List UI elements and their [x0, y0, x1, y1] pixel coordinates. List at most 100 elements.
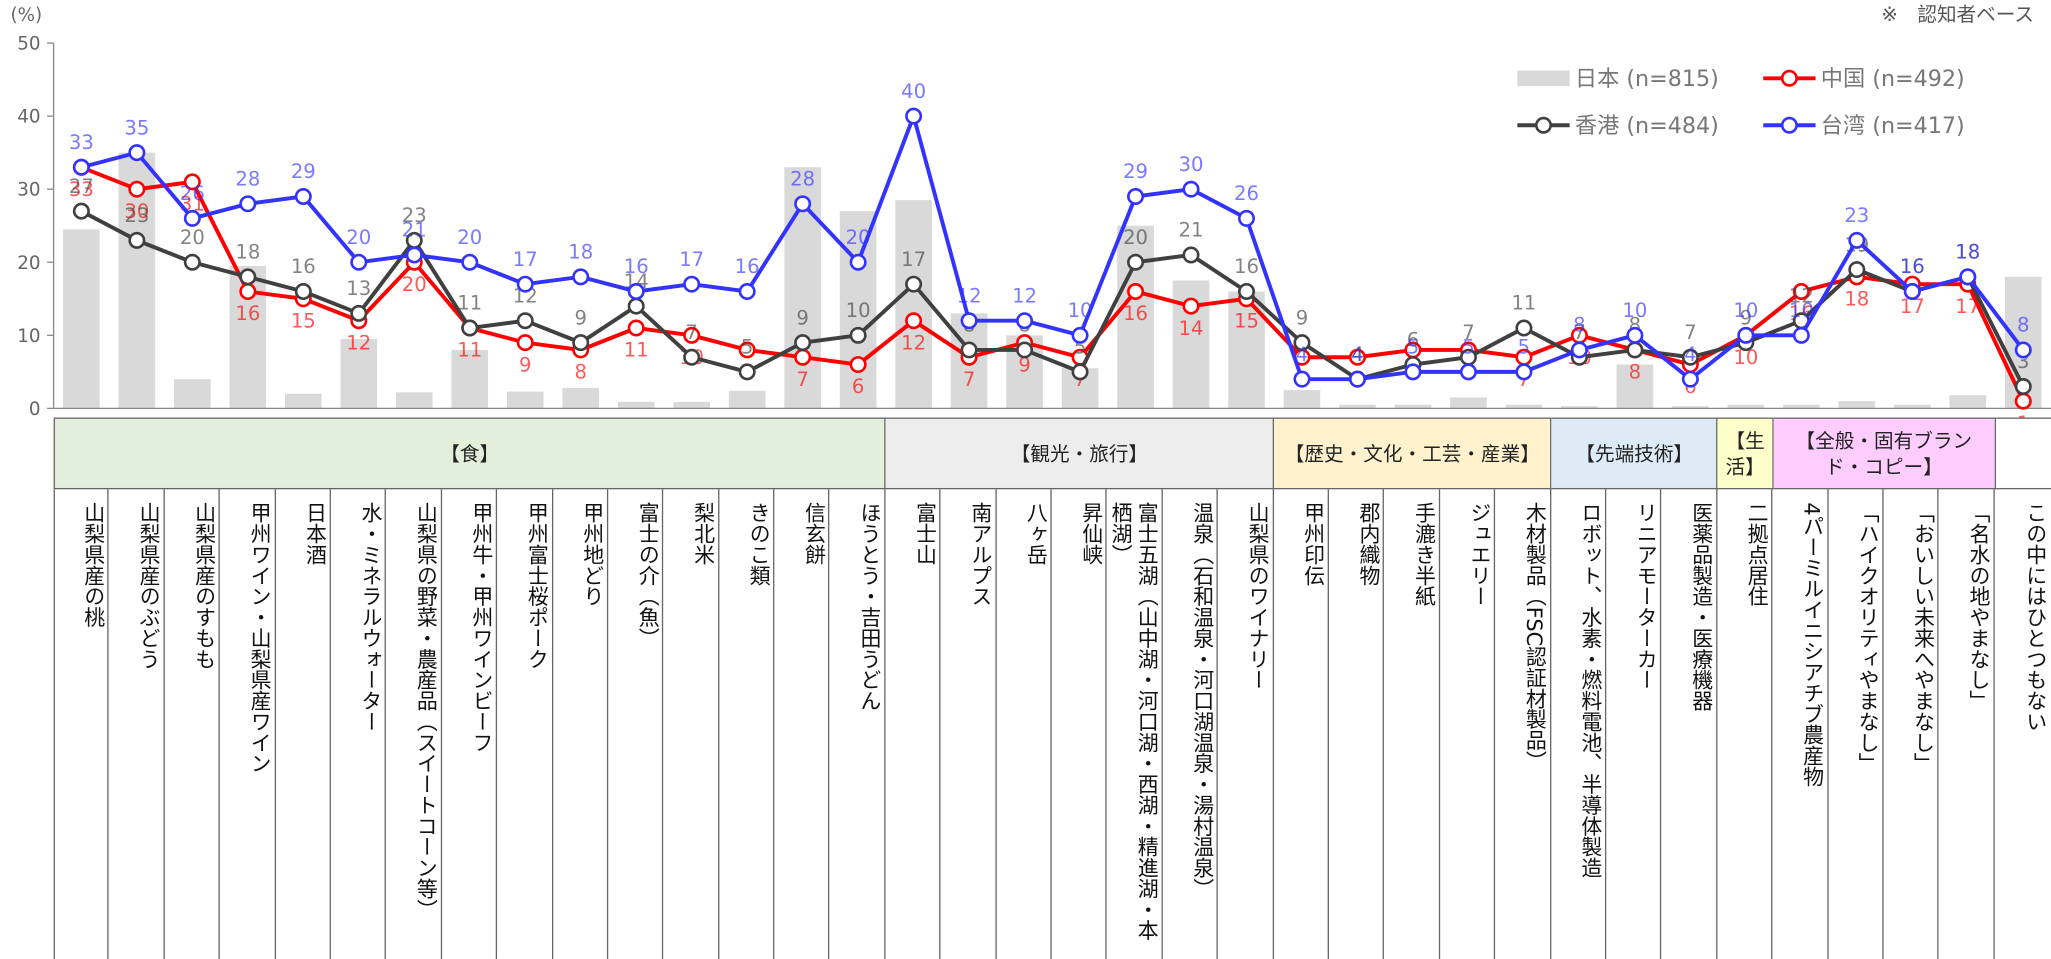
data-label: 7: [1573, 321, 1585, 344]
marker: [1071, 326, 1089, 344]
marker: [461, 319, 479, 337]
data-label: 10: [846, 299, 871, 322]
bar: [617, 401, 655, 409]
marker: [1626, 326, 1644, 344]
bar: [63, 229, 100, 409]
bar: [1561, 406, 1598, 409]
marker: [738, 283, 756, 300]
category-label: 木材製品（FSC認証材製品）: [1495, 489, 1551, 959]
marker: [72, 158, 90, 176]
data-label: 28: [790, 168, 815, 191]
data-label: 33: [69, 178, 94, 201]
marker: [350, 253, 368, 271]
category-label: きのこ類: [719, 489, 775, 959]
marker: [1737, 326, 1755, 344]
category-label: 山梨県産のぶどう: [109, 489, 165, 959]
data-label: 17: [1900, 295, 1925, 318]
data-label: 11: [1511, 292, 1536, 315]
bar: [1283, 390, 1321, 409]
bar: [1838, 401, 1876, 409]
bar: [1783, 404, 1820, 409]
marker: [1293, 334, 1311, 352]
data-label: 18: [235, 241, 260, 264]
category-label: 「名水の地やまなし」: [1939, 489, 1995, 959]
legend-label: 香港 (n=484): [1575, 113, 1719, 139]
data-label: 11: [457, 339, 482, 362]
category-label: 富士の介（魚）: [608, 489, 664, 959]
marker: [1182, 246, 1200, 264]
data-label: 20: [402, 273, 427, 296]
marker: [1238, 209, 1256, 227]
data-label: 20: [346, 226, 371, 249]
marker: [572, 334, 590, 352]
marker: [294, 188, 312, 205]
marker: [1515, 363, 1533, 381]
category-label: 山梨県のワイナリー: [1218, 489, 1274, 959]
category-label: 山梨県産の桃: [53, 489, 110, 959]
data-label: 30: [124, 200, 149, 223]
data-label: 12: [346, 331, 371, 354]
legend-label: 台湾 (n=417): [1821, 113, 1965, 139]
data-label: 5: [741, 336, 753, 359]
category-label: ジュエリー: [1440, 489, 1496, 959]
marker: [794, 195, 812, 213]
data-label: 4: [1296, 343, 1308, 366]
marker: [128, 231, 146, 249]
data-label: 9: [1296, 306, 1308, 329]
data-label: 10: [1789, 299, 1814, 322]
category-label: リニアモーターカー: [1606, 489, 1662, 959]
category-label: 昇仙峡: [1052, 489, 1108, 959]
data-label: 7: [685, 321, 697, 344]
marker: [1681, 370, 1699, 388]
marker: [1182, 297, 1200, 315]
marker: [2014, 377, 2032, 395]
legend-swatch: [1780, 116, 1798, 134]
marker: [183, 209, 201, 227]
bar: [895, 200, 932, 409]
group-label: 【食】: [53, 417, 886, 490]
data-label: 9: [519, 353, 531, 376]
marker: [1348, 370, 1366, 388]
data-label: 23: [402, 204, 427, 227]
marker: [1848, 231, 1866, 249]
category-label: 温泉（石和温泉・河口湖温泉・湯村温泉）: [1163, 489, 1219, 959]
data-label: 8: [1573, 314, 1585, 337]
marker: [738, 363, 756, 381]
marker: [1071, 363, 1089, 381]
category-label: 4パーミルイニシアチブ農産物: [1773, 489, 1828, 959]
marker: [627, 283, 645, 300]
data-label: 26: [1234, 182, 1259, 205]
marker: [1570, 341, 1588, 359]
category-label: 富士山: [885, 489, 941, 959]
marker: [239, 283, 257, 300]
data-label: 29: [291, 160, 316, 183]
data-label: 6: [1407, 328, 1419, 351]
data-label: 16: [1234, 255, 1259, 278]
unit-label: (%): [10, 5, 42, 26]
bar: [562, 387, 600, 409]
data-label: 9: [1740, 306, 1752, 329]
marker: [627, 297, 645, 315]
group-label: 【生活】: [1718, 417, 1774, 490]
group-label: 【先端技術】: [1551, 417, 1719, 490]
marker: [905, 107, 923, 125]
category-label: 八ヶ岳: [996, 489, 1052, 959]
category-label: 手漉き半紙: [1384, 489, 1440, 959]
data-label: 33: [69, 131, 94, 154]
marker: [683, 275, 701, 293]
category-label: 二拠点居住: [1717, 489, 1773, 959]
marker: [683, 348, 701, 366]
marker: [572, 268, 590, 286]
data-label: 18: [1955, 241, 1980, 264]
data-label: 1: [2017, 412, 2029, 418]
group-label: 【観光・旅行】: [885, 417, 1275, 490]
marker: [128, 180, 146, 198]
data-label: 7: [796, 368, 808, 391]
marker: [627, 319, 645, 337]
data-label: 7: [1462, 321, 1474, 344]
bar: [395, 392, 433, 409]
category-label: ロボット、水素・燃料電池、半導体製造: [1551, 489, 1607, 959]
bar: [451, 349, 489, 409]
